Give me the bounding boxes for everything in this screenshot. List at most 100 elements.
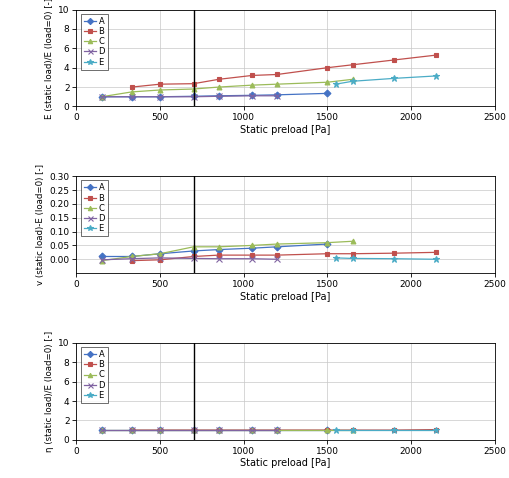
Line: A: A	[99, 241, 329, 259]
C	[128, 254, 134, 260]
Line: A: A	[99, 91, 329, 99]
E	[432, 256, 438, 262]
B	[349, 427, 355, 433]
D	[157, 255, 163, 261]
A	[157, 427, 163, 433]
D	[215, 256, 221, 261]
D	[128, 256, 134, 261]
Line: B: B	[129, 250, 438, 263]
A	[324, 241, 330, 247]
A	[215, 247, 221, 252]
C	[215, 84, 221, 90]
Line: E: E	[332, 255, 438, 262]
E	[390, 427, 397, 433]
A	[248, 92, 254, 98]
A	[190, 93, 196, 99]
Y-axis label: η (static load)/E (load=0) [-]: η (static load)/E (load=0) [-]	[45, 331, 54, 452]
Line: C: C	[99, 77, 354, 99]
Line: A: A	[99, 428, 329, 433]
B	[215, 76, 221, 82]
C	[157, 251, 163, 257]
D	[128, 427, 134, 433]
B	[390, 57, 397, 63]
D	[98, 257, 104, 263]
D	[190, 94, 196, 99]
C	[128, 427, 134, 433]
Line: C: C	[99, 239, 354, 263]
X-axis label: Static preload [Pa]: Static preload [Pa]	[240, 292, 330, 302]
C	[248, 242, 254, 248]
C	[215, 244, 221, 250]
C	[349, 239, 355, 244]
C	[248, 427, 254, 433]
D	[157, 94, 163, 99]
B	[349, 251, 355, 257]
D	[248, 427, 254, 433]
Line: C: C	[99, 428, 354, 433]
C	[248, 82, 254, 88]
E	[332, 427, 338, 433]
Line: B: B	[129, 53, 438, 89]
C	[98, 94, 104, 99]
D	[274, 256, 280, 262]
C	[157, 427, 163, 433]
C	[190, 86, 196, 92]
D	[215, 93, 221, 99]
A	[157, 94, 163, 99]
D	[215, 427, 221, 433]
Y-axis label: v (static load)-E (load=0) [-]: v (static load)-E (load=0) [-]	[36, 164, 45, 285]
A	[190, 248, 196, 254]
Line: D: D	[99, 427, 279, 433]
E	[390, 256, 397, 261]
B	[157, 427, 163, 433]
Line: E: E	[332, 73, 438, 87]
A	[157, 251, 163, 257]
B	[248, 252, 254, 258]
E	[432, 427, 438, 433]
B	[432, 250, 438, 255]
A	[215, 427, 221, 433]
C	[98, 427, 104, 433]
X-axis label: Static preload [Pa]: Static preload [Pa]	[240, 125, 330, 135]
B	[190, 81, 196, 87]
E	[349, 256, 355, 261]
C	[324, 240, 330, 246]
A	[190, 427, 196, 433]
Line: D: D	[99, 255, 279, 262]
B	[274, 427, 280, 433]
A	[128, 94, 134, 99]
B	[432, 427, 438, 433]
A	[215, 93, 221, 98]
E	[390, 76, 397, 81]
C	[190, 244, 196, 250]
B	[324, 65, 330, 71]
B	[128, 258, 134, 263]
B	[248, 73, 254, 78]
C	[324, 79, 330, 85]
E	[349, 427, 355, 433]
E	[332, 255, 338, 261]
C	[349, 427, 355, 433]
B	[390, 250, 397, 256]
B	[324, 251, 330, 257]
B	[274, 252, 280, 258]
A	[98, 427, 104, 433]
B	[390, 427, 397, 433]
Legend: A, B, C, D, E: A, B, C, D, E	[80, 14, 108, 70]
Legend: A, B, C, D, E: A, B, C, D, E	[80, 347, 108, 403]
B	[190, 427, 196, 433]
A	[128, 254, 134, 260]
C	[128, 89, 134, 95]
B	[349, 62, 355, 68]
A	[248, 427, 254, 433]
C	[274, 81, 280, 87]
Y-axis label: E (static load)/E (load=0) [-]: E (static load)/E (load=0) [-]	[45, 0, 54, 119]
B	[128, 427, 134, 433]
D	[157, 427, 163, 433]
B	[128, 84, 134, 90]
D	[190, 256, 196, 261]
C	[274, 427, 280, 433]
D	[128, 94, 134, 99]
D	[248, 93, 254, 98]
D	[274, 93, 280, 98]
